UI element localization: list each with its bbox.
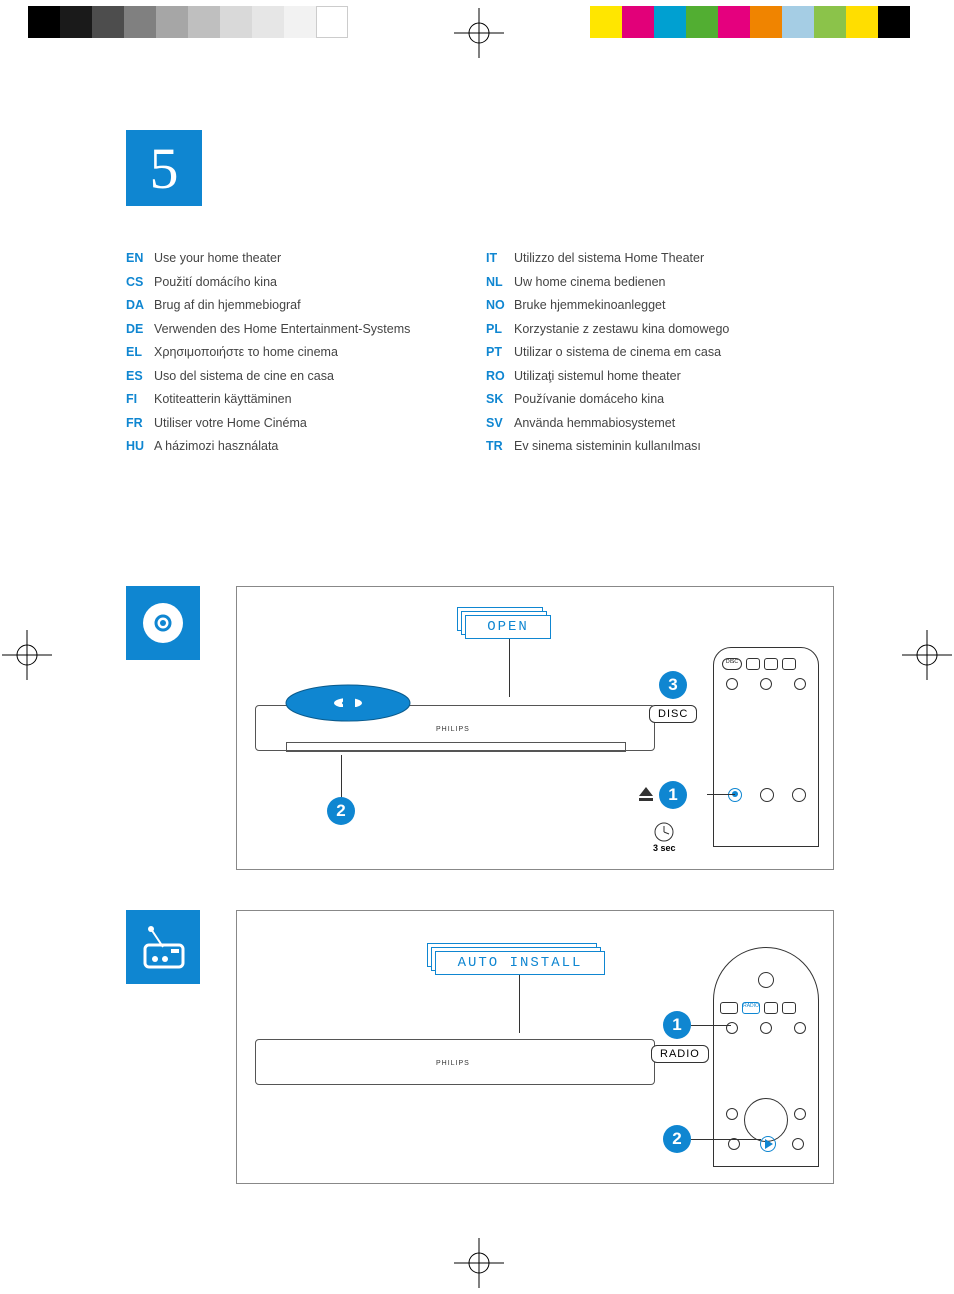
registration-mark-bottom — [454, 1238, 504, 1288]
disc-icon — [126, 586, 200, 660]
registration-mark-top — [454, 8, 504, 58]
language-text: Utilizzo del sistema Home Theater — [514, 250, 704, 268]
language-code: SK — [486, 391, 514, 409]
language-entry: PTUtilizar o sistema de cinema em casa — [486, 344, 846, 362]
language-entry: ROUtilizaţi sistemul home theater — [486, 368, 846, 386]
step-1-radio: 1 — [663, 1011, 691, 1039]
language-text: Utilizaţi sistemul home theater — [514, 368, 681, 386]
section-number: 5 — [126, 130, 202, 206]
language-entry: FIKotiteatterin käyttäminen — [126, 391, 486, 409]
language-text: Brug af din hjemmebiograf — [154, 297, 301, 315]
language-code: DE — [126, 321, 154, 339]
language-text: Χρησιμοποιήστε το home cinema — [154, 344, 338, 362]
step-1-disc: 1 — [659, 781, 687, 809]
remote-disc: DISC — [713, 647, 819, 847]
player-body-radio: PHILIPS — [255, 1039, 655, 1085]
language-text: Verwenden des Home Entertainment-Systems — [154, 321, 410, 339]
brand-label-radio: PHILIPS — [436, 1060, 470, 1067]
language-text: Kotiteatterin käyttäminen — [154, 391, 292, 409]
language-list: ENUse your home theaterCSPoužití domácíh… — [126, 250, 846, 462]
language-entry: NLUw home cinema bedienen — [486, 274, 846, 292]
language-text: Utiliser votre Home Cinéma — [154, 415, 307, 433]
remote-radio: RADIO — [713, 947, 819, 1167]
language-code: NL — [486, 274, 514, 292]
language-entry: HUA házimozi használata — [126, 438, 486, 456]
language-entry: ELΧρησιμοποιήστε το home cinema — [126, 344, 486, 362]
language-entry: SKPoužívanie domáceho kina — [486, 391, 846, 409]
language-code: NO — [486, 297, 514, 315]
radio-panel: AUTO INSTALL PHILIPS RADIO 1 RADIO 2 — [236, 910, 834, 1184]
language-entry: ENUse your home theater — [126, 250, 486, 268]
eject-icon — [637, 785, 655, 803]
radio-button-label: RADIO — [651, 1045, 709, 1063]
language-code: TR — [486, 438, 514, 456]
language-col-right: ITUtilizzo del sistema Home TheaterNLUw … — [486, 250, 846, 462]
language-entry: SVAnvända hemmabiosystemet — [486, 415, 846, 433]
language-code: FI — [126, 391, 154, 409]
language-entry: ESUso del sistema de cine en casa — [126, 368, 486, 386]
step-2-radio: 2 — [663, 1125, 691, 1153]
grayscale-bar — [28, 6, 348, 38]
language-entry: DEVerwenden des Home Entertainment-Syste… — [126, 321, 486, 339]
registration-mark-right — [902, 630, 952, 680]
language-code: CS — [126, 274, 154, 292]
language-text: Bruke hjemmekinoanlegget — [514, 297, 665, 315]
language-code: PL — [486, 321, 514, 339]
language-code: IT — [486, 250, 514, 268]
language-col-left: ENUse your home theaterCSPoužití domácíh… — [126, 250, 486, 462]
language-entry: ITUtilizzo del sistema Home Theater — [486, 250, 846, 268]
language-code: HU — [126, 438, 154, 456]
language-code: SV — [486, 415, 514, 433]
language-text: Použití domácího kina — [154, 274, 277, 292]
radio-icon — [126, 910, 200, 984]
language-entry: TREv sinema sisteminin kullanılması — [486, 438, 846, 456]
language-entry: DABrug af din hjemmebiograf — [126, 297, 486, 315]
language-code: ES — [126, 368, 154, 386]
language-code: EL — [126, 344, 154, 362]
language-text: Utilizar o sistema de cinema em casa — [514, 344, 721, 362]
language-text: Používanie domáceho kina — [514, 391, 664, 409]
language-code: EN — [126, 250, 154, 268]
step-3: 3 — [659, 671, 687, 699]
language-text: Use your home theater — [154, 250, 281, 268]
language-entry: NOBruke hjemmekinoanlegget — [486, 297, 846, 315]
language-code: PT — [486, 344, 514, 362]
brand-label: PHILIPS — [436, 726, 470, 733]
insert-arrow-icon — [337, 693, 361, 721]
language-entry: PLKorzystanie z zestawu kina domowego — [486, 321, 846, 339]
language-code: FR — [126, 415, 154, 433]
language-code: DA — [126, 297, 154, 315]
language-text: Ev sinema sisteminin kullanılması — [514, 438, 701, 456]
language-text: A házimozi használata — [154, 438, 278, 456]
language-entry: FRUtiliser votre Home Cinéma — [126, 415, 486, 433]
language-text: Använda hemmabiosystemet — [514, 415, 675, 433]
color-bar — [590, 6, 910, 38]
printer-marks-top — [0, 0, 954, 40]
language-code: RO — [486, 368, 514, 386]
language-text: Uso del sistema de cine en casa — [154, 368, 334, 386]
language-entry: CSPoužití domácího kina — [126, 274, 486, 292]
language-text: Korzystanie z zestawu kina domowego — [514, 321, 729, 339]
step-2: 2 — [327, 797, 355, 825]
wait-label: 3 sec — [653, 843, 676, 853]
language-text: Uw home cinema bedienen — [514, 274, 665, 292]
disc-button-label: DISC — [649, 705, 697, 723]
disc-panel: OPEN PHILIPS 2 DISC 3 DISC 1 — [236, 586, 834, 870]
registration-mark-left — [2, 630, 52, 680]
